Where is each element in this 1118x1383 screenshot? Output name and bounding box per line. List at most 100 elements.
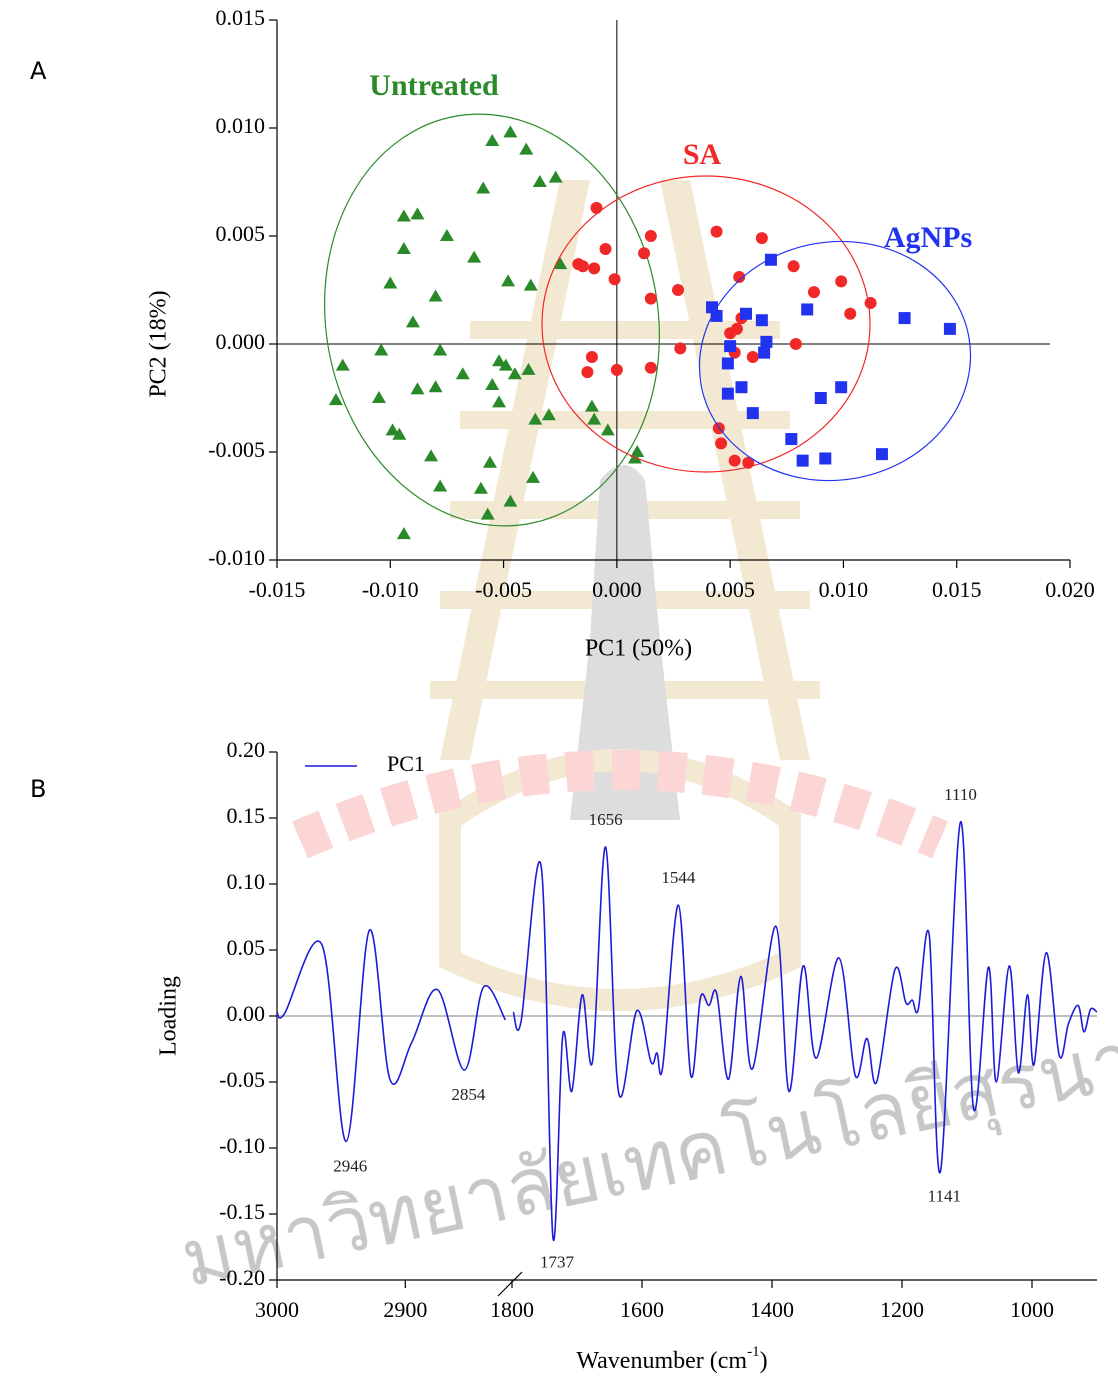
marker [501,274,516,287]
marker [710,225,723,238]
peak-label: 1544 [661,868,696,887]
marker [587,412,602,425]
watermark-logo [570,465,680,820]
marker [396,527,411,540]
marker [735,381,748,394]
marker [746,407,759,420]
peak-label: 1737 [540,1253,575,1272]
watermark-logo [430,321,820,699]
marker [715,437,728,450]
marker [599,242,612,255]
marker [819,452,832,465]
marker [507,367,522,380]
marker [374,343,389,356]
x-axis-title-superscript: -1 [747,1344,760,1360]
marker [785,433,798,446]
marker [644,292,657,305]
x-tick-label: 0.005 [705,577,755,602]
marker [485,133,500,146]
marker [835,275,848,288]
marker [473,481,488,494]
line [276,821,1098,1242]
marker [433,343,448,356]
marker [814,392,827,404]
marker [455,367,470,380]
marker [585,350,598,363]
y-tick-label: 0.15 [227,803,266,828]
marker [721,357,734,370]
marker [396,241,411,254]
marker [335,358,350,371]
y-tick-label: 0.015 [216,5,266,30]
marker [710,309,723,322]
watermark-text: มหาวิทยาลัยเทคโนโลยีสุรนารี [174,1006,1118,1307]
marker [724,327,737,340]
marker [755,232,768,245]
marker [943,322,956,335]
confidence-ellipse [324,113,660,527]
x-axis-title: Wavenumber (cm-1) [576,1344,767,1373]
marker [801,303,814,316]
marker [796,454,809,467]
marker [405,315,420,328]
x-tick-label: -0.015 [249,577,306,602]
marker [721,387,734,400]
marker [584,399,599,412]
confidence-ellipse [698,240,972,482]
confidence-ellipse [541,175,871,473]
x-tick-label: 0.015 [932,577,982,602]
group-label: AgNPs [884,221,972,254]
marker [638,247,651,260]
marker [610,363,623,376]
marker [724,340,737,353]
marker [600,423,615,436]
peak-label: 2946 [333,1156,367,1175]
marker [392,427,407,440]
marker [672,284,685,296]
marker [467,250,482,263]
marker [835,381,848,394]
panel-label: A [30,57,47,85]
marker [526,470,541,483]
x-tick-label: 1200 [880,1297,924,1322]
marker [503,494,518,507]
marker [410,382,425,395]
marker [428,289,443,302]
y-tick-label: -0.005 [208,437,265,462]
marker [787,260,800,273]
peak-label: 1656 [589,810,623,829]
y-tick-label: -0.010 [208,545,265,570]
marker [644,361,657,374]
y-tick-label: 0.010 [216,113,266,138]
marker [383,276,398,289]
marker [630,445,645,457]
marker [760,335,773,348]
marker [742,456,755,469]
marker [541,408,556,421]
marker [523,278,538,291]
watermark-logo [440,180,810,760]
x-tick-label: 1600 [620,1297,664,1322]
marker [674,342,687,355]
marker [844,307,857,320]
marker [492,395,507,408]
marker [480,507,495,520]
marker [433,479,448,492]
group-label: Untreated [369,69,499,102]
marker [521,362,536,375]
marker [644,230,657,242]
marker [588,262,601,275]
marker [476,181,491,194]
marker [385,423,400,436]
x-tick-label: -0.005 [475,577,532,602]
x-tick-label: 3000 [255,1297,299,1322]
y-axis-title: PC2 (18%) [146,290,172,397]
marker [755,314,768,327]
marker [740,307,753,320]
y-tick-label: 0.10 [227,869,266,894]
watermark-logo [291,750,949,859]
x-axis-title: PC1 (50%) [585,636,692,662]
x-axis-title-suffix: ) [760,1348,768,1374]
marker [424,449,439,462]
marker [503,125,518,138]
